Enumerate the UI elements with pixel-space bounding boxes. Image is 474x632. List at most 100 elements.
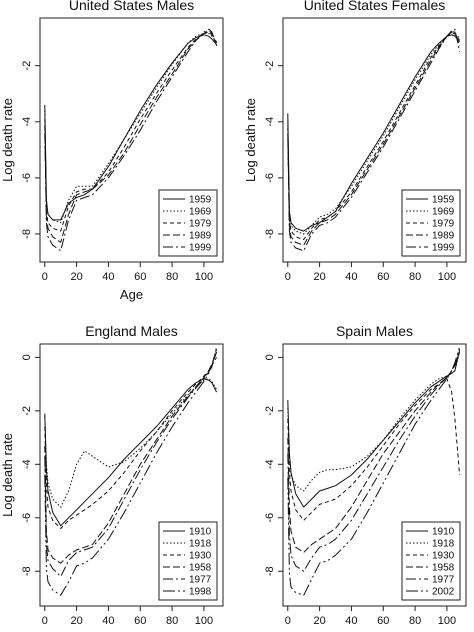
legend-label: 1969 xyxy=(189,207,212,218)
x-tick-label: 0 xyxy=(285,271,291,283)
series-line-2002 xyxy=(287,346,461,596)
legend-label: 1930 xyxy=(432,551,455,562)
x-tick-label: 60 xyxy=(134,615,146,627)
x-tick-label: 60 xyxy=(134,271,146,283)
legend-label: 1959 xyxy=(189,195,212,206)
x-tick-label: 0 xyxy=(42,615,48,627)
chart-panel-0: United States Males 0 20 40 60 80 100 -8 -6 -4 -2 A… xyxy=(0,0,224,302)
x-tick-label: 80 xyxy=(409,271,421,283)
x-tick-label: 20 xyxy=(313,615,325,627)
y-tick-label: 0 xyxy=(264,354,276,360)
x-tick-label: 100 xyxy=(438,271,456,283)
x-tick-label: 60 xyxy=(377,615,389,627)
legend-box xyxy=(401,189,461,257)
legend-label: 1918 xyxy=(189,539,212,550)
series-line-1969 xyxy=(44,32,217,224)
plot-frame xyxy=(39,17,224,263)
y-tick-label: -2 xyxy=(264,406,276,416)
x-tick-label: 20 xyxy=(70,271,82,283)
x-tick-label: 60 xyxy=(377,271,389,283)
legend-box xyxy=(158,521,218,601)
legend-label: 1918 xyxy=(432,539,455,550)
y-axis-label: Log death rate xyxy=(243,98,258,182)
chart-panel-1: United States Females 0 20 40 60 80 100 -8 -6 -4 -… xyxy=(243,0,467,283)
series-line-1999 xyxy=(44,28,218,252)
x-tick-label: 80 xyxy=(166,271,178,283)
legend-label: 1958 xyxy=(189,563,212,574)
y-axis-label: Log death rate xyxy=(0,98,15,182)
x-tick-label: 20 xyxy=(313,271,325,283)
y-tick-label: -8 xyxy=(264,566,276,576)
series-line-1977 xyxy=(287,350,461,572)
plot-frame xyxy=(39,343,224,607)
series-line-1998 xyxy=(44,346,218,596)
legend-label: 1910 xyxy=(432,527,455,538)
series-line-1930 xyxy=(44,357,218,529)
x-tick-label: 100 xyxy=(195,615,213,627)
y-tick-label: -4 xyxy=(264,459,276,469)
x-tick-label: 40 xyxy=(345,615,357,627)
y-tick-label: -4 xyxy=(21,459,33,469)
y-tick-label: -2 xyxy=(21,61,33,71)
y-tick-label: -2 xyxy=(21,406,33,416)
x-tick-label: 100 xyxy=(195,271,213,283)
y-tick-label: -6 xyxy=(264,513,276,523)
y-tick-label: 0 xyxy=(21,354,33,360)
y-axis-label: Log death rate xyxy=(0,433,15,517)
x-tick-label: 40 xyxy=(345,271,357,283)
y-tick-label: -4 xyxy=(264,117,276,127)
x-tick-label: 40 xyxy=(102,271,114,283)
legend-label: 1977 xyxy=(432,575,455,586)
plot-frame xyxy=(282,17,467,263)
legend-label: 1989 xyxy=(189,231,212,242)
chart-panel-2: England Males020406080100-8-6-4-20AgeLog… xyxy=(0,323,224,632)
x-tick-label: 0 xyxy=(285,615,291,627)
panel-title: United States Females xyxy=(304,0,446,13)
y-tick-label: -8 xyxy=(21,566,33,576)
y-tick-label: -8 xyxy=(264,229,276,239)
panel-title: England Males xyxy=(85,323,178,339)
series-line-1989 xyxy=(44,30,218,243)
y-tick-label: -6 xyxy=(21,513,33,523)
panel-title: Spain Males xyxy=(336,323,413,339)
legend-box xyxy=(158,189,218,257)
chart-panel-3: Spain Males020406080100-8-6-4-20Age19101… xyxy=(264,323,467,632)
y-tick-label: -8 xyxy=(21,229,33,239)
series-line-1930 xyxy=(287,378,461,521)
x-tick-label: 0 xyxy=(42,271,48,283)
legend-label: 1998 xyxy=(189,587,212,598)
series-line-1979 xyxy=(287,32,461,241)
y-tick-label: -6 xyxy=(264,173,276,183)
panel-title: United States Males xyxy=(69,0,194,13)
legend-label: 1959 xyxy=(432,195,455,206)
legend-label: 1979 xyxy=(189,219,212,230)
legend-label: 1999 xyxy=(432,243,455,254)
legend-label: 2002 xyxy=(432,587,455,598)
series-line-1910 xyxy=(44,378,218,527)
y-tick-label: -6 xyxy=(21,173,33,183)
y-tick-label: -2 xyxy=(264,61,276,71)
legend-label: 1979 xyxy=(432,219,455,230)
legend-label: 1999 xyxy=(189,243,212,254)
series-line-1918 xyxy=(44,378,218,508)
plot-frame xyxy=(282,343,467,607)
legend-label: 1977 xyxy=(189,575,212,586)
legend-label: 1989 xyxy=(432,231,455,242)
legend-label: 1958 xyxy=(432,563,455,574)
x-tick-label: 20 xyxy=(70,615,82,627)
series-line-1999 xyxy=(287,28,461,252)
series-line-1958 xyxy=(44,349,218,564)
series-line-1918 xyxy=(287,351,461,492)
legend-label: 1969 xyxy=(432,207,455,218)
x-tick-label: 80 xyxy=(166,615,178,627)
y-tick-label: -4 xyxy=(21,117,33,127)
series-line-1977 xyxy=(44,351,218,578)
legend-box xyxy=(401,521,461,601)
legend-label: 1930 xyxy=(189,551,212,562)
x-tick-label: 40 xyxy=(102,615,114,627)
